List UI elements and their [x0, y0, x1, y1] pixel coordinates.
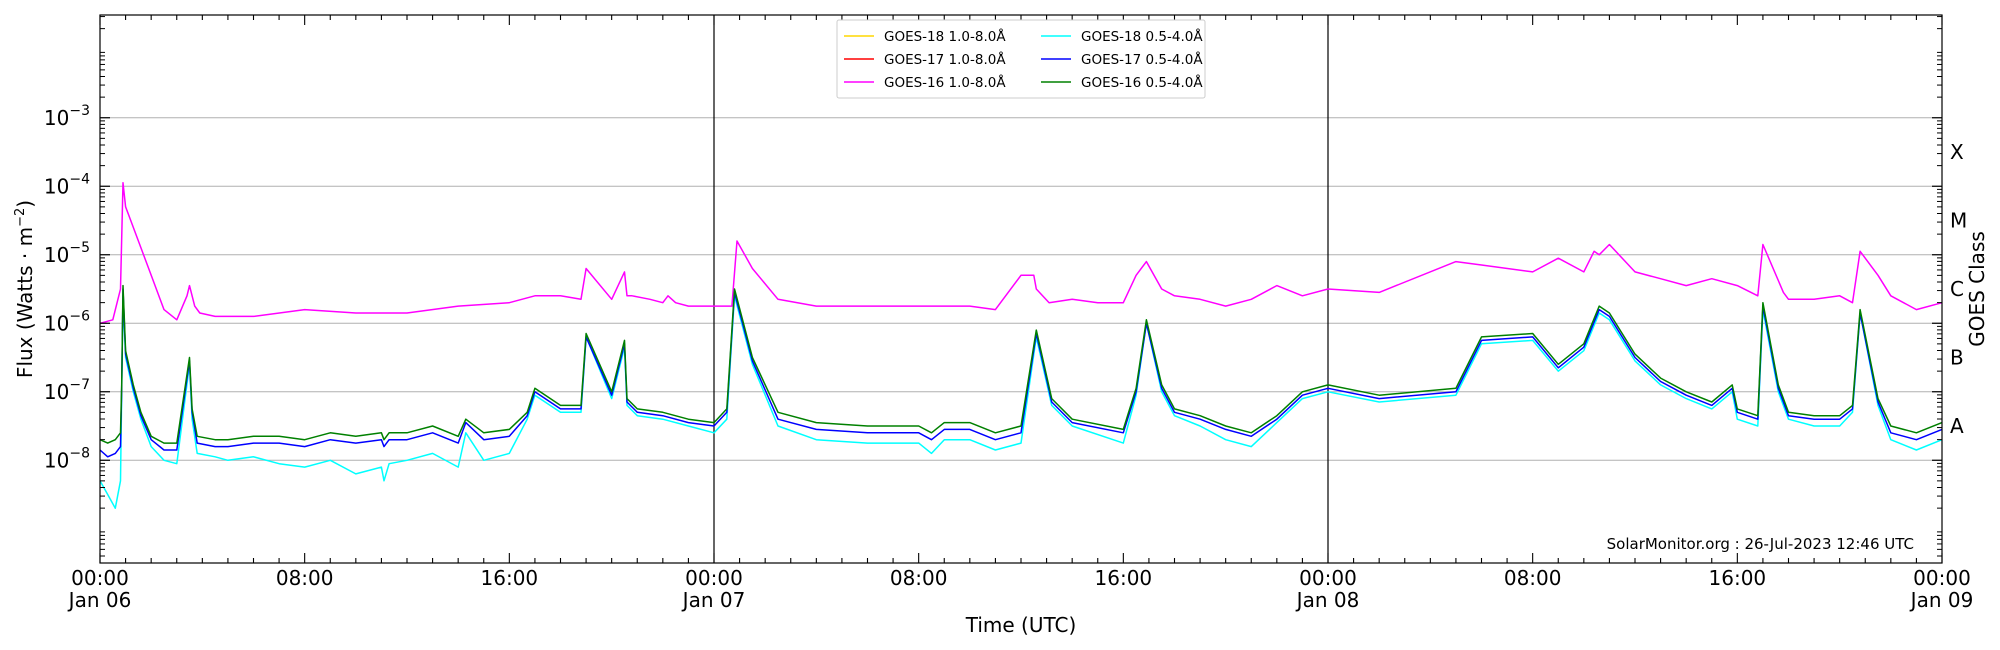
series-line: [99, 182, 1943, 325]
x-tick-time: 16:00: [1709, 566, 1767, 590]
x-tick-date: Jan 07: [681, 588, 746, 612]
legend-label: GOES-17 1.0-8.0Å: [884, 51, 1006, 68]
goes-class-label: B: [1950, 346, 1964, 370]
legend-box: [836, 19, 1206, 99]
y-axis-label: Flux (Watts · m−2): [13, 200, 37, 378]
goes-class-label: C: [1950, 277, 1964, 301]
x-tick-time: 16:00: [1095, 566, 1153, 590]
x-tick-time: 00:00: [71, 566, 129, 590]
x-tick-time: 08:00: [890, 566, 948, 590]
legend-label: GOES-16 1.0-8.0Å: [884, 74, 1006, 91]
x-tick-time: 00:00: [1299, 566, 1357, 590]
x-tick-time: 08:00: [276, 566, 334, 590]
legend-label: GOES-17 0.5-4.0Å: [1081, 51, 1203, 68]
y-tick-label: 10−4: [44, 171, 90, 198]
x-tick-date: Jan 08: [1295, 588, 1360, 612]
legend-label: GOES-16 0.5-4.0Å: [1081, 74, 1203, 91]
series-line: [99, 295, 1943, 509]
legend-label: GOES-18 1.0-8.0Å: [884, 28, 1006, 45]
x-tick-time: 16:00: [481, 566, 539, 590]
legend: GOES-18 1.0-8.0Å GOES-17 1.0-8.0Å GOES-16 …: [836, 19, 1206, 99]
y-tick-label: 10−5: [44, 240, 90, 267]
goes-class-labels: X M C B A: [1950, 140, 1967, 438]
y-tick-label: 10−8: [44, 445, 90, 472]
series-line: [99, 284, 1943, 444]
x-tick-time: 08:00: [1504, 566, 1562, 590]
series-lines: [99, 182, 1943, 509]
y-tick-label: 10−6: [44, 308, 90, 335]
y-axis-ticks: 10−8 10−7 10−6 10−5 10−4 10−3: [44, 16, 1942, 557]
watermark: SolarMonitor.org : 26-Jul-2023 12:46 UTC: [1607, 535, 1914, 553]
goes-class-label: A: [1950, 414, 1964, 438]
x-axis-label: Time (UTC): [965, 613, 1077, 637]
right-axis-label: GOES Class: [1965, 231, 1989, 347]
goes-class-label: M: [1950, 209, 1967, 233]
x-tick-date: Jan 06: [67, 588, 132, 612]
x-tick-date: Jan 09: [1909, 588, 1974, 612]
y-tick-label: 10−3: [44, 103, 90, 130]
x-tick-time: 00:00: [1913, 566, 1971, 590]
y-tick-label: 10−7: [44, 377, 90, 404]
x-tick-time: 00:00: [685, 566, 743, 590]
legend-label: GOES-18 0.5-4.0Å: [1081, 28, 1203, 45]
series-line: [99, 288, 1943, 458]
goes-class-label: X: [1950, 140, 1964, 164]
